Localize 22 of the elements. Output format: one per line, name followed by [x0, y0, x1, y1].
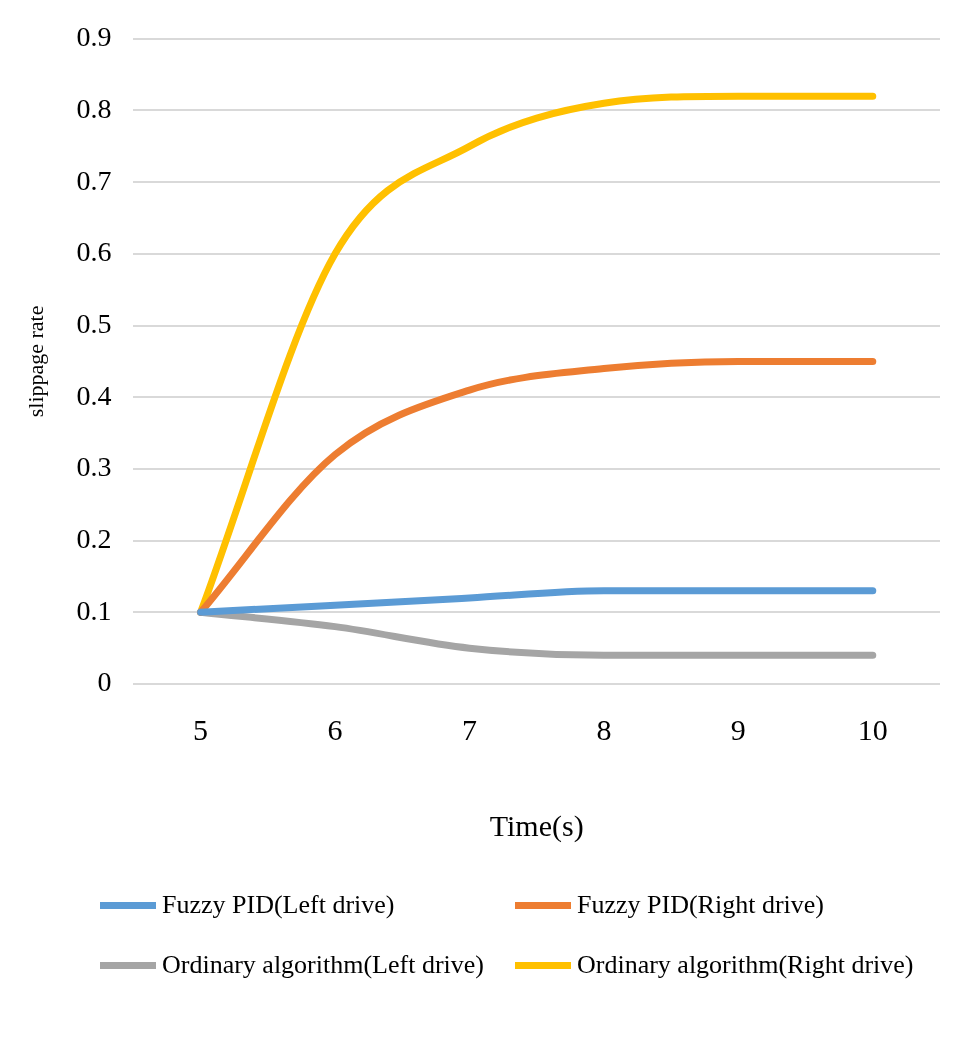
y-tick-label: 0.2: [76, 522, 112, 554]
y-tick-label: 0.8: [76, 92, 112, 124]
x-axis-title: Time(s): [489, 808, 584, 843]
x-tick-label: 10: [857, 712, 888, 746]
y-axis-title: slippage rate: [22, 305, 48, 418]
y-tick-label: 0.9: [76, 21, 112, 53]
legend-label: Ordinary algorithm(Left drive): [162, 950, 484, 980]
legend-label: Ordinary algorithm(Right drive): [577, 950, 914, 980]
y-tick-label: 0.7: [76, 164, 112, 196]
y-tick-label: 0.5: [76, 307, 112, 339]
y-tick-label: 0: [97, 666, 112, 698]
y-tick-label: 0.1: [76, 594, 112, 626]
legend-label: Fuzzy PID(Right drive): [577, 890, 824, 920]
x-tick-label: 6: [327, 712, 343, 746]
y-tick-label: 0.6: [76, 236, 112, 268]
legend-label: Fuzzy PID(Left drive): [162, 890, 395, 920]
x-tick-label: 9: [730, 712, 746, 746]
y-tick-label: 0.3: [76, 451, 112, 483]
x-tick-label: 8: [596, 712, 612, 746]
x-tick-label: 5: [193, 712, 209, 746]
y-tick-label: 0.4: [76, 379, 112, 411]
x-tick-label: 7: [461, 712, 477, 746]
